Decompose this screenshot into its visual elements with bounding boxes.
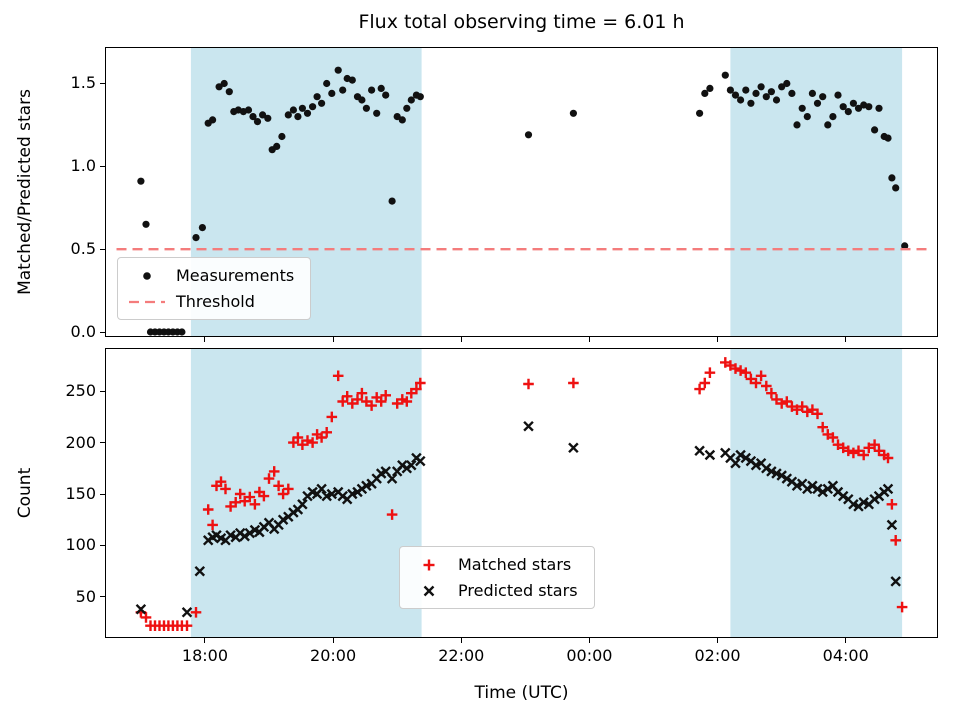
x-tick-label: 04:00 xyxy=(822,646,869,665)
axis-tick-mark xyxy=(100,544,105,546)
x-marker-icon xyxy=(410,584,448,598)
chart-title: Flux total observing time = 6.01 h xyxy=(358,11,685,33)
y-tick-label: 150 xyxy=(65,484,96,504)
measurements-marker-icon xyxy=(128,269,166,283)
legend-label-measurements: Measurements xyxy=(176,266,295,285)
axis-tick-mark xyxy=(588,337,590,342)
axis-tick-mark xyxy=(332,638,334,643)
x-tick-label: 02:00 xyxy=(694,646,741,665)
legend-item-measurements: Measurements xyxy=(128,266,294,285)
axis-tick-mark xyxy=(460,337,462,342)
axis-tick-mark xyxy=(717,638,719,643)
threshold-dashed-line-icon xyxy=(128,295,166,309)
axis-tick-mark xyxy=(332,337,334,342)
x-tick-label: 00:00 xyxy=(566,646,613,665)
y-tick-label: 50 xyxy=(75,586,96,606)
axis-tick-mark xyxy=(100,248,105,250)
x-tick-label: 22:00 xyxy=(438,646,485,665)
axis-tick-mark xyxy=(460,638,462,643)
axis-tick-mark xyxy=(100,82,105,84)
x-tick-label: 20:00 xyxy=(310,646,357,665)
axis-tick-mark xyxy=(717,337,719,342)
y-tick-label: 250 xyxy=(65,381,96,401)
y-tick-label: 0.5 xyxy=(70,239,96,259)
y-tick-label: 1.5 xyxy=(70,73,96,93)
legend-label-threshold: Threshold xyxy=(176,292,255,311)
bottom-plot-area xyxy=(105,348,938,638)
axis-tick-mark xyxy=(845,638,847,643)
axis-tick-mark xyxy=(100,331,105,333)
y-tick-label: 0.0 xyxy=(70,322,96,342)
plus-marker-icon xyxy=(410,558,448,572)
y-tick-label: 1.0 xyxy=(70,156,96,176)
legend-item-predicted-stars: Predicted stars xyxy=(410,581,578,600)
y-tick-label: 200 xyxy=(65,432,96,452)
y-tick-label: 100 xyxy=(65,535,96,555)
axis-tick-mark xyxy=(845,337,847,342)
axis-tick-mark xyxy=(100,165,105,167)
axis-tick-mark xyxy=(204,337,206,342)
bottom-legend: Matched stars Predicted stars xyxy=(399,546,595,609)
x-axis-label: Time (UTC) xyxy=(474,683,569,703)
top-y-axis-label: Matched/Predicted stars xyxy=(15,89,35,295)
axis-tick-mark xyxy=(100,596,105,598)
axis-tick-mark xyxy=(100,390,105,392)
bottom-y-axis-label: Count xyxy=(15,467,35,519)
top-legend: Measurements Threshold xyxy=(117,257,312,320)
legend-item-threshold: Threshold xyxy=(128,292,294,311)
legend-label-predicted-stars: Predicted stars xyxy=(458,581,578,600)
axis-tick-mark xyxy=(100,442,105,444)
x-tick-label: 18:00 xyxy=(181,646,228,665)
axis-tick-mark xyxy=(100,493,105,495)
axis-tick-mark xyxy=(588,638,590,643)
legend-label-matched-stars: Matched stars xyxy=(458,555,572,574)
legend-item-matched-stars: Matched stars xyxy=(410,555,578,574)
axis-tick-mark xyxy=(204,638,206,643)
